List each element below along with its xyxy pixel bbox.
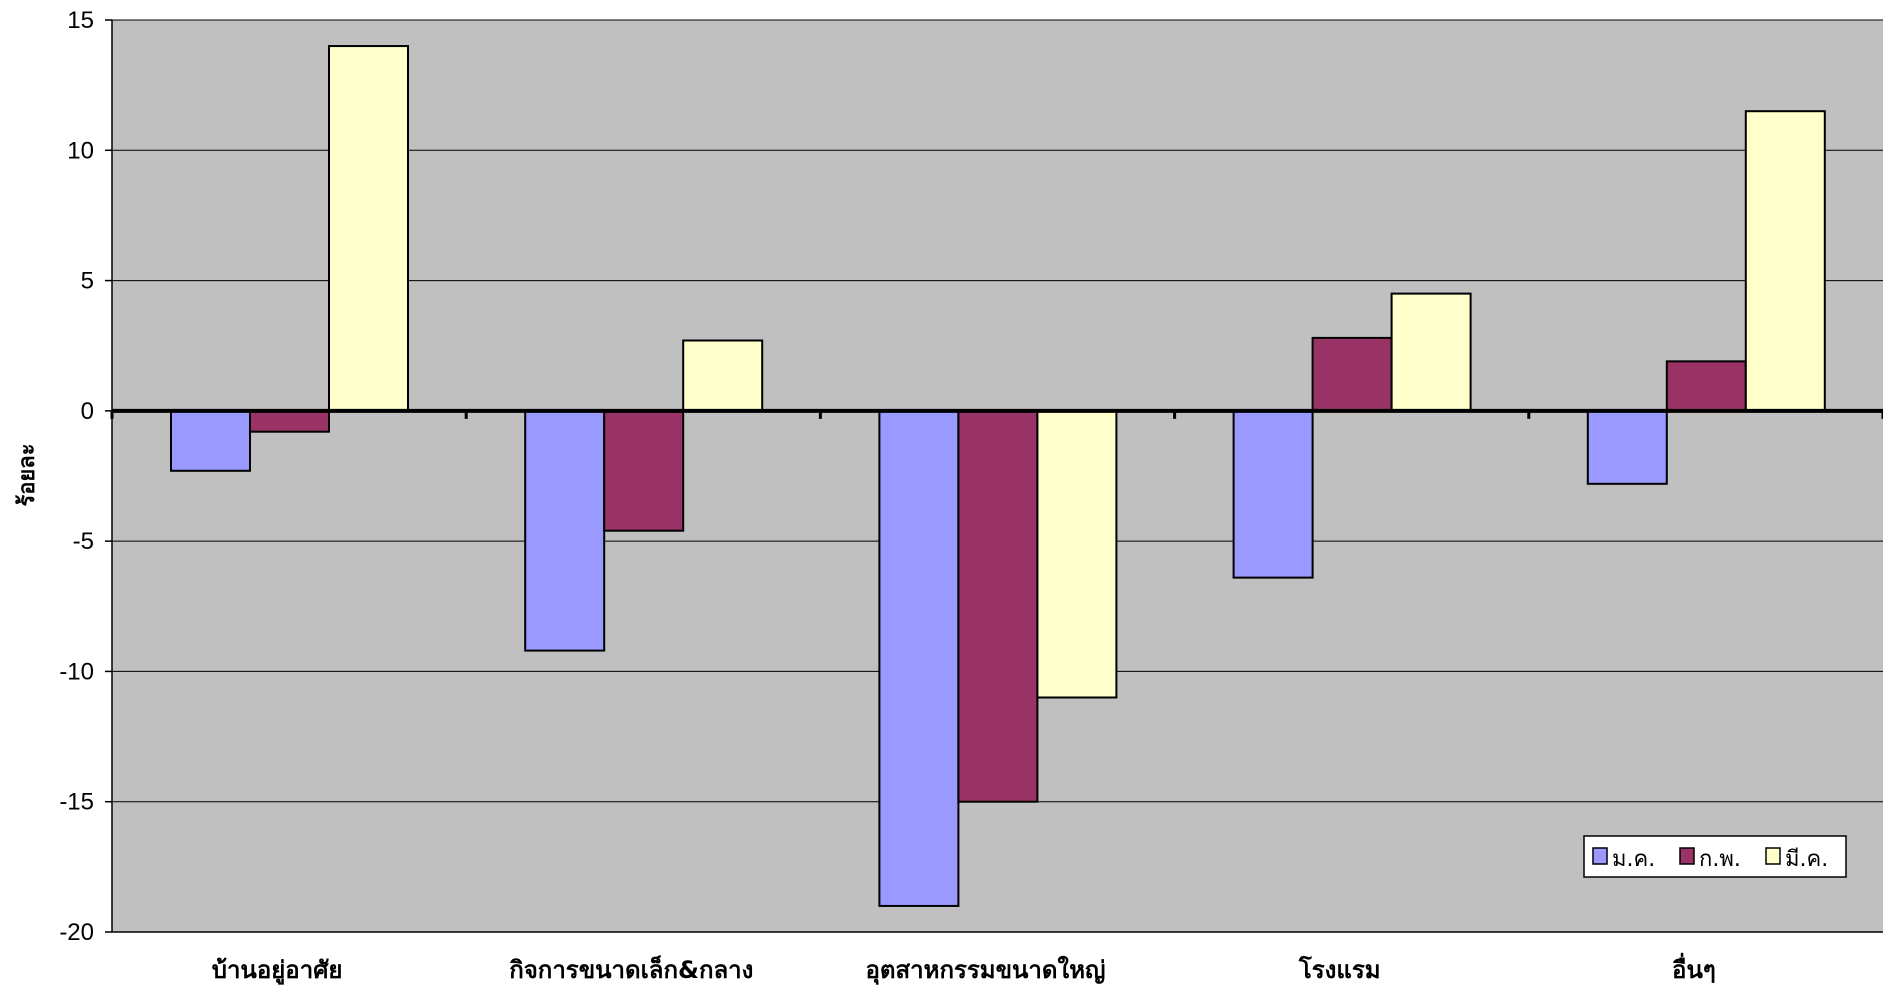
y-tick-label: 10 [67, 137, 94, 164]
y-tick-label: -10 [59, 658, 94, 685]
y-tick-label: 0 [81, 398, 94, 425]
category-label: กิจการขนาดเล็ก&กลาง [509, 955, 753, 984]
y-axis-label: ร้อยละ [15, 443, 40, 506]
legend-swatch-jan [1592, 847, 1608, 865]
legend-label-feb: ก.พ. [1699, 847, 1741, 872]
legend-label-mar: มี.ค. [1785, 847, 1828, 872]
bar [1744, 110, 1826, 412]
bar [1232, 409, 1314, 579]
y-tick-label: 5 [81, 268, 94, 295]
bar [1311, 336, 1393, 412]
y-tick-label: -5 [73, 528, 94, 555]
bar [1036, 409, 1118, 699]
category-label: โรงแรม [1298, 955, 1381, 984]
bar [524, 409, 606, 652]
bar [1390, 292, 1472, 412]
bar [1586, 409, 1668, 485]
category-labels: บ้านอยู่อาศัย กิจการขนาดเล็ก&กลาง อุตสาหกร… [212, 952, 1716, 986]
bar [878, 409, 960, 907]
bar [170, 409, 251, 472]
legend-swatch-feb [1679, 847, 1695, 865]
category-label: อื่นๆ [1672, 952, 1716, 984]
bar [682, 339, 764, 412]
bar [957, 409, 1039, 803]
y-tick-label: -15 [59, 789, 94, 816]
y-tick-label: 15 [67, 7, 94, 34]
bar [328, 45, 409, 412]
legend-swatch-mar [1765, 847, 1781, 865]
y-tick-label: -20 [59, 919, 94, 946]
bar [603, 409, 685, 532]
axes [105, 19, 1883, 933]
legend: ม.ค. ก.พ. มี.ค. [1583, 835, 1847, 878]
legend-label-jan: ม.ค. [1612, 847, 1655, 872]
category-label: อุตสาหกรรมขนาดใหญ่ [866, 955, 1106, 986]
bar [1665, 360, 1747, 412]
y-tick-labels: 15 10 5 0 -5 -10 -15 -20 [59, 7, 94, 946]
bars [170, 45, 1826, 907]
bar [249, 409, 330, 433]
category-label: บ้านอยู่อาศัย [212, 956, 343, 985]
legend-box [1583, 835, 1847, 878]
